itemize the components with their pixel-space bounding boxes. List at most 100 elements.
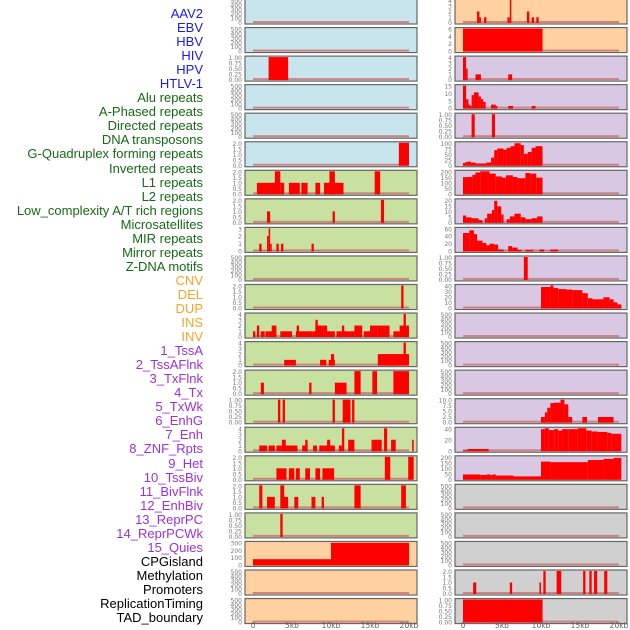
panel-background [244, 283, 418, 311]
y-tick-label: 15 [444, 203, 452, 210]
data-bar [611, 433, 622, 452]
data-bar [363, 331, 370, 338]
track-label: INS [181, 315, 203, 331]
track-label: Directed repeats [107, 118, 203, 134]
y-tick-label: 0.00 [229, 534, 243, 541]
y-tick-label: 100 [441, 558, 453, 565]
track-label: EBV [176, 20, 203, 36]
y-tick-label: 100 [441, 180, 453, 187]
y-tick-label: 200 [441, 354, 453, 361]
data-bar [341, 428, 345, 452]
y-tick-label: 0 [238, 106, 242, 113]
data-bar [332, 399, 335, 423]
data-bar [613, 457, 622, 480]
baseline [463, 277, 619, 280]
y-tick-label: 300 [441, 549, 453, 556]
baseline [463, 78, 619, 81]
data-bar [267, 211, 271, 223]
y-tick-label: 0.0 [232, 163, 242, 170]
y-tick-label: 1 [238, 241, 242, 248]
data-bar [267, 496, 275, 509]
track-label: 15_Quies [147, 539, 203, 555]
data-bar [525, 249, 534, 252]
y-tick-label: 300 [441, 492, 453, 499]
data-bar [280, 331, 292, 338]
data-bar [384, 428, 388, 452]
y-tick-label: 1.5 [232, 375, 242, 382]
data-bar [489, 173, 496, 195]
data-bar [259, 445, 268, 452]
data-bar [587, 298, 593, 309]
y-tick-label: 1 [448, 72, 452, 79]
panel-background [244, 398, 418, 425]
data-bar [583, 571, 586, 594]
data-bar [553, 288, 559, 309]
y-tick-label: 40 [444, 284, 452, 291]
data-bar [489, 243, 495, 252]
data-bar [491, 209, 495, 223]
y-tick-label: 3 [238, 226, 242, 233]
track-label: L2 repeats [141, 188, 203, 204]
data-bar [354, 485, 361, 509]
data-bar [495, 475, 514, 480]
y-tick-label: 0.0 [232, 220, 242, 227]
y-tick-label: 200 [231, 611, 243, 618]
data-bar [473, 234, 478, 252]
baseline [463, 335, 619, 338]
data-bar [502, 177, 506, 195]
y-tick-label: 2 [238, 352, 242, 359]
y-tick-label: 300 [441, 521, 453, 528]
data-bar [401, 285, 404, 309]
data-bar [267, 236, 269, 252]
y-tick-label: 2.0 [232, 169, 242, 176]
y-tick-label: 0 [448, 306, 452, 313]
y-tick-label: 0 [238, 591, 242, 598]
baseline [253, 534, 409, 537]
data-bar [371, 439, 374, 452]
panel-background [244, 26, 418, 54]
data-bar [466, 217, 472, 223]
y-tick-label: 0 [238, 20, 242, 27]
y-tick-label: 5.0 [442, 409, 452, 416]
baseline [253, 392, 409, 395]
y-tick-label: 400 [441, 545, 453, 552]
data-bar [506, 219, 510, 223]
baseline [253, 592, 409, 594]
y-tick-label: 4 [448, 55, 452, 62]
panel-background [454, 255, 628, 282]
track-label: HPV [176, 62, 203, 78]
data-bar [465, 162, 468, 166]
data-bar [490, 474, 493, 480]
x-tick-label: 0 [251, 621, 256, 630]
y-tick-label: 0.0 [232, 191, 242, 198]
y-tick-label: 2 [238, 437, 242, 444]
data-bar [463, 57, 467, 81]
track-label: HIV [181, 48, 203, 64]
data-bar [520, 217, 526, 223]
y-tick-label: 1.00 [229, 55, 243, 62]
x-tick-label: 10kb [532, 621, 551, 630]
data-bar [478, 220, 483, 223]
panel-background [244, 255, 418, 282]
data-bar [494, 150, 498, 166]
data-bar [260, 382, 264, 395]
data-bar [274, 171, 281, 195]
data-bar [603, 297, 610, 309]
y-tick-label: 1.5 [232, 203, 242, 210]
data-bar [315, 468, 321, 480]
data-bar [498, 249, 504, 252]
y-tick-label: 200 [231, 582, 243, 589]
y-tick-label: 200 [231, 125, 243, 132]
data-bar [319, 445, 324, 452]
y-tick-label: 200 [231, 268, 243, 275]
y-tick-label: 2.5 [442, 414, 452, 421]
data-bar [556, 571, 562, 594]
y-tick-label: 0 [238, 363, 242, 370]
data-bar [512, 247, 518, 252]
y-tick-label: 0.0 [232, 505, 242, 512]
y-tick-label: 3 [448, 61, 452, 68]
data-bar [577, 428, 587, 452]
data-bar [513, 476, 541, 480]
data-bar [483, 101, 486, 109]
y-tick-label: 200 [441, 169, 453, 176]
